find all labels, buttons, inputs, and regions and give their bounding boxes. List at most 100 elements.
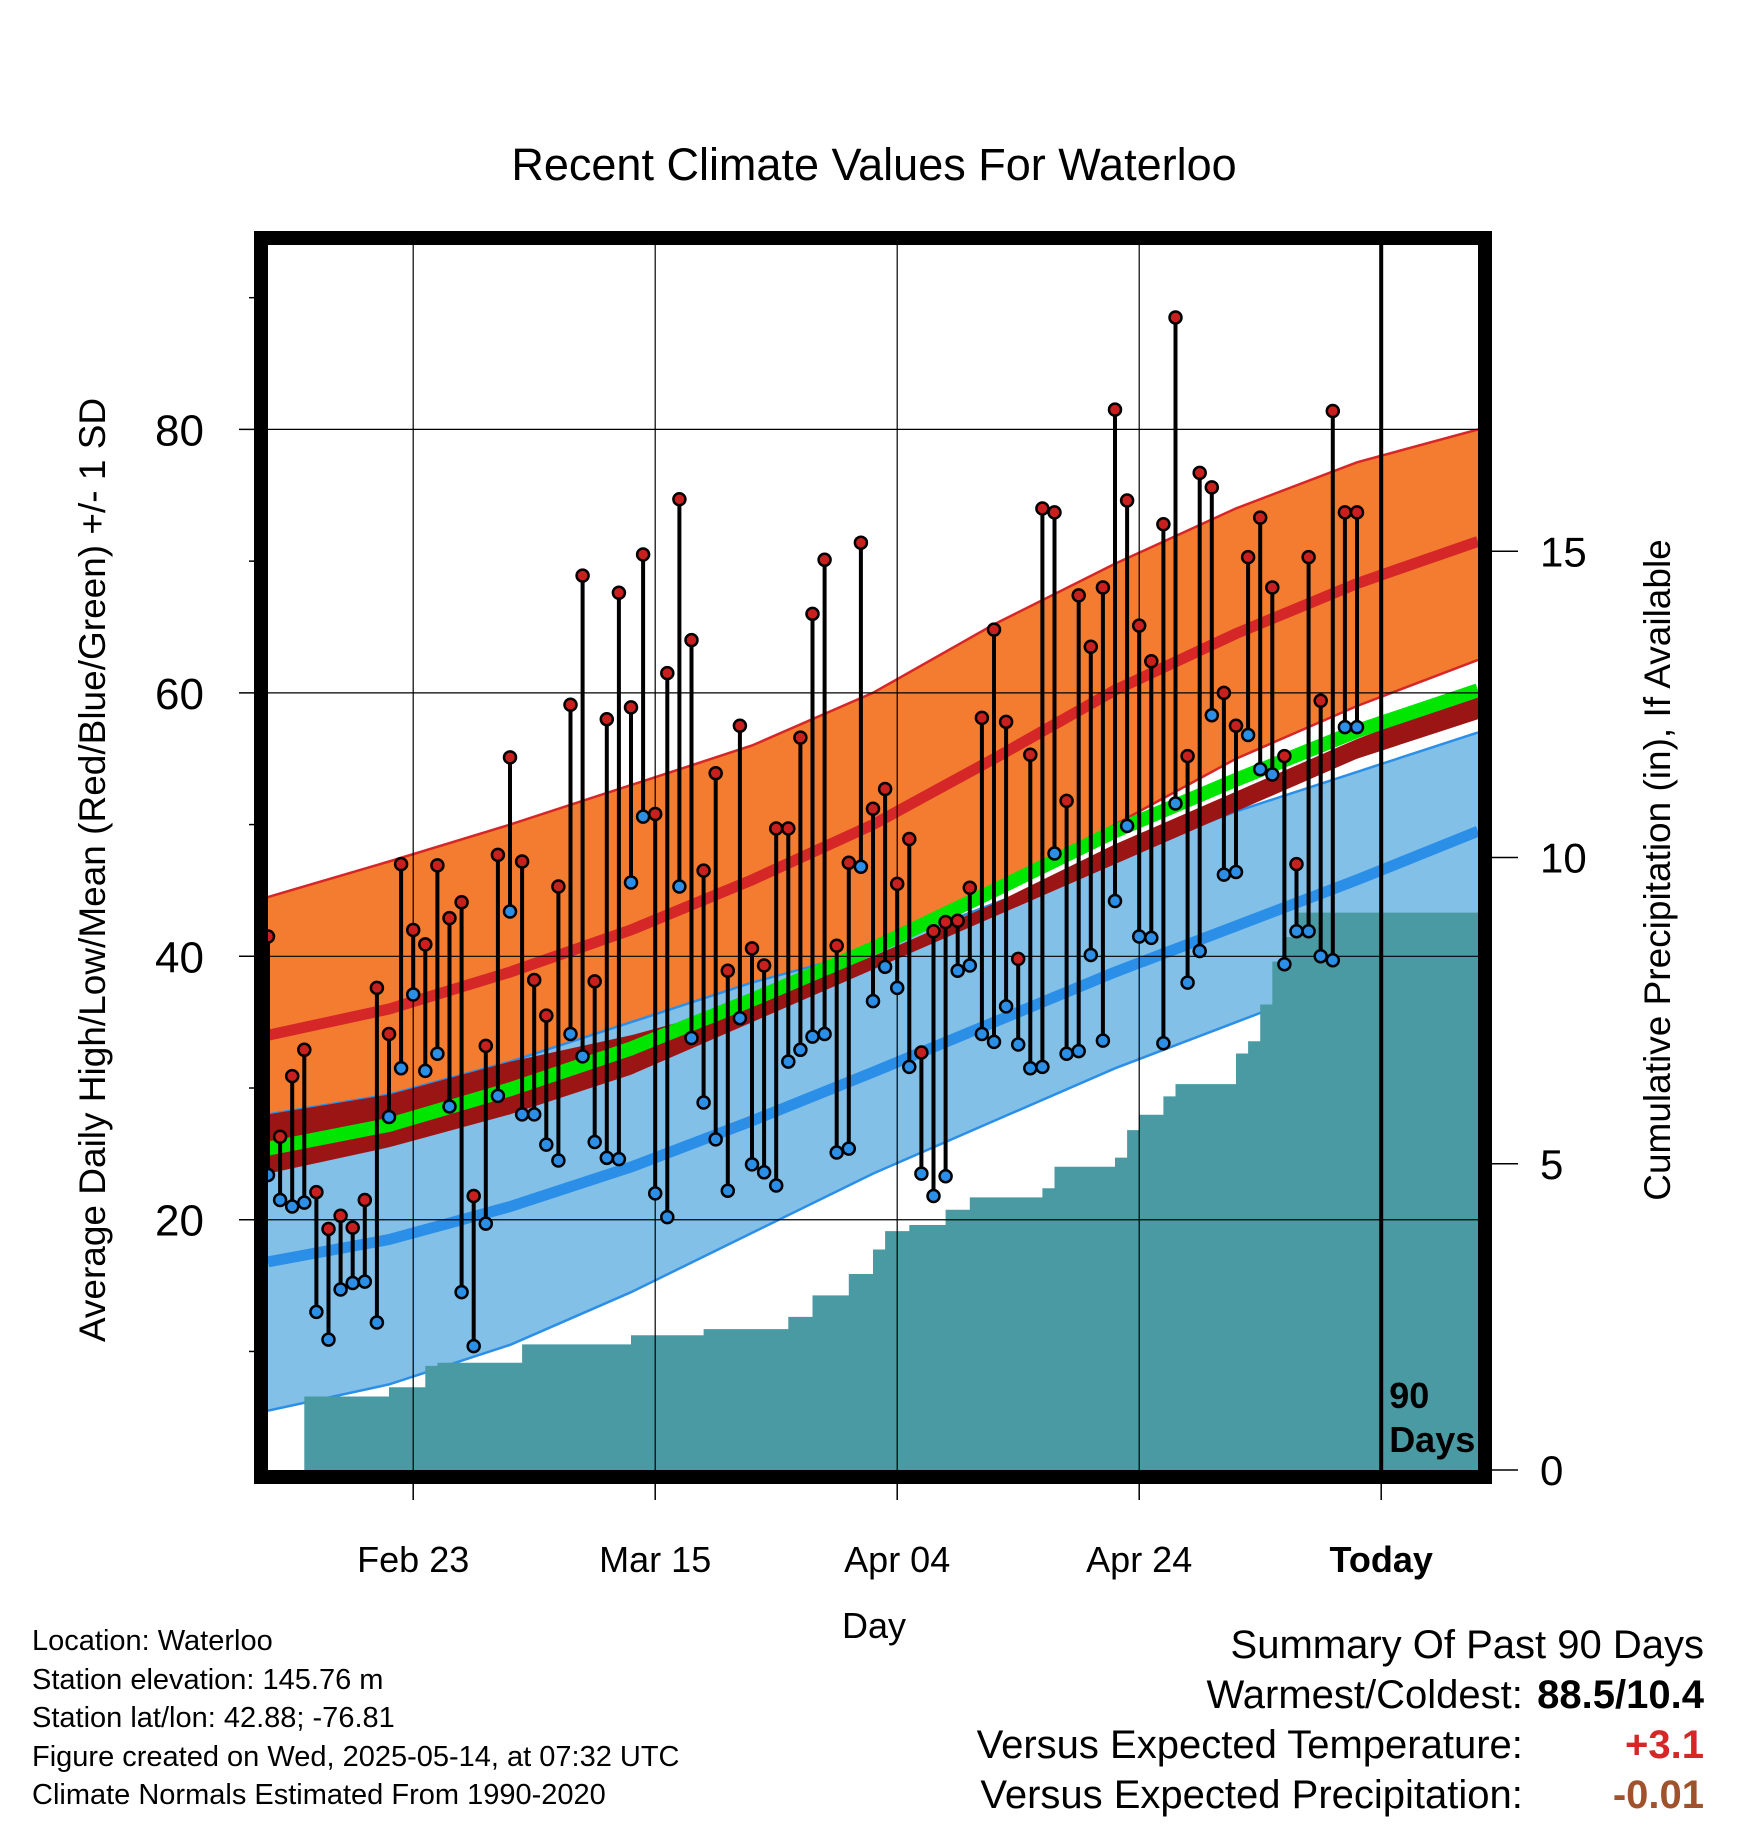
daily-low-point (393, 1061, 409, 1076)
daily-high-point (563, 697, 578, 712)
daily-high-point (1131, 618, 1147, 633)
daily-high-point (345, 1220, 360, 1235)
daily-low-point (1131, 929, 1147, 944)
x-axis-label: Day (842, 1605, 906, 1646)
daily-high-point (986, 622, 1002, 637)
daily-high-point (974, 710, 990, 726)
daily-low-point (986, 1034, 1002, 1050)
daily-low-point (587, 1134, 602, 1150)
summary-panel: Summary Of Past 90 Days Warmest/Coldest:… (977, 1620, 1704, 1820)
daily-high-point (297, 1042, 312, 1058)
daily-low-point (793, 1042, 808, 1058)
daily-high-point (333, 1208, 348, 1224)
daily-low-point (1289, 924, 1304, 939)
daily-high-point (708, 765, 723, 781)
daily-high-point (998, 714, 1014, 730)
daily-low-point (345, 1275, 360, 1291)
daily-low-point (1180, 975, 1195, 990)
daily-high-point (950, 913, 965, 928)
daily-high-point (1301, 549, 1316, 565)
precip-row: Versus Expected Precipitation: -0.01 (977, 1770, 1704, 1820)
daily-low-point (611, 1151, 627, 1167)
daily-low-point (1192, 943, 1207, 959)
daily-high-point (805, 606, 820, 622)
daily-high-point (369, 980, 385, 996)
daily-high-point (514, 854, 530, 869)
daily-low-point (1095, 1033, 1111, 1048)
daily-low-point (1240, 727, 1256, 743)
daily-high-point (962, 880, 978, 896)
daily-high-point (684, 632, 699, 648)
daily-high-point (539, 1008, 554, 1023)
daily-low-point (684, 1030, 699, 1046)
daily-high-point (1023, 747, 1038, 763)
created-text: Figure created on Wed, 2025-05-14, at 07… (32, 1740, 680, 1773)
daily-low-point (1156, 1035, 1171, 1051)
today-days-label: 90 (1389, 1375, 1429, 1416)
mean-normal-band (268, 692, 1478, 1174)
daily-low-point (1168, 796, 1183, 811)
daily-high-point (599, 711, 615, 727)
daily-low-point (297, 1195, 312, 1210)
daily-low-point (418, 1063, 433, 1079)
daily-low-point (268, 1167, 276, 1183)
daily-high-point (914, 1045, 929, 1060)
daily-high-point (1313, 693, 1328, 709)
daily-low-point (1301, 924, 1316, 939)
daily-high-point (1265, 580, 1280, 595)
daily-high-point (1083, 639, 1099, 654)
x-tick-label: Mar 15 (599, 1539, 711, 1580)
daily-low-point (841, 1141, 857, 1156)
y2-tick-label: 10 (1540, 835, 1587, 882)
daily-high-point (478, 1038, 494, 1054)
daily-high-point (672, 491, 687, 507)
daily-high-point (526, 972, 542, 988)
daily-low-point (974, 1026, 990, 1042)
x-tick-label: Apr 24 (1086, 1539, 1192, 1580)
daily-low-point (466, 1338, 481, 1354)
daily-high-point (1047, 505, 1062, 520)
daily-low-point (623, 875, 639, 890)
daily-high-point (1289, 856, 1304, 872)
warm-cold-value: 88.5/10.4 (1537, 1673, 1704, 1717)
daily-low-point (647, 1186, 663, 1201)
daily-high-point (889, 876, 905, 892)
daily-high-point (1216, 685, 1232, 701)
daily-low-point (877, 959, 893, 975)
daily-high-point (1337, 505, 1353, 520)
daily-high-point (405, 922, 421, 938)
daily-low-point (732, 1010, 748, 1026)
daily-low-point (1047, 846, 1062, 861)
daily-low-point (1216, 867, 1232, 882)
daily-high-point (744, 941, 760, 956)
daily-high-point (309, 1184, 324, 1200)
daily-low-point (309, 1304, 324, 1320)
daily-high-point (1144, 653, 1159, 669)
daily-low-point (442, 1099, 457, 1114)
daily-low-point (914, 1166, 929, 1181)
x-tick-label: Feb 23 (357, 1539, 469, 1580)
daily-low-point (575, 1049, 590, 1064)
summary-title: Summary Of Past 90 Days (1230, 1623, 1704, 1667)
y-axis-label: Average Daily High/Low/Mean (Red/Blue/Gr… (72, 398, 113, 1342)
x-tick-label: Today (1330, 1539, 1433, 1580)
daily-high-point (1180, 748, 1195, 764)
daily-high-point (793, 730, 808, 745)
daily-high-point (454, 895, 469, 910)
daily-low-point (490, 1088, 506, 1104)
daily-low-point (1325, 952, 1341, 968)
y2-tick-label: 0 (1540, 1447, 1563, 1494)
daily-low-point (1010, 1037, 1026, 1052)
daily-high-point (696, 863, 711, 878)
daily-low-point (660, 1209, 675, 1225)
daily-high-point (1325, 403, 1341, 419)
daily-low-point (333, 1282, 348, 1297)
daily-high-point (1071, 588, 1086, 603)
daily-high-point (1349, 505, 1365, 520)
daily-low-point (1035, 1059, 1050, 1075)
elevation-text: Station elevation: 145.76 m (32, 1663, 384, 1696)
daily-low-point (768, 1178, 784, 1193)
daily-high-point (1192, 465, 1207, 481)
daily-low-point (1107, 893, 1123, 909)
axes: 20 40 60 80 0 5 10 15 Feb 23 Mar 15 Apr 04 Apr 24 To… (155, 231, 1587, 1580)
